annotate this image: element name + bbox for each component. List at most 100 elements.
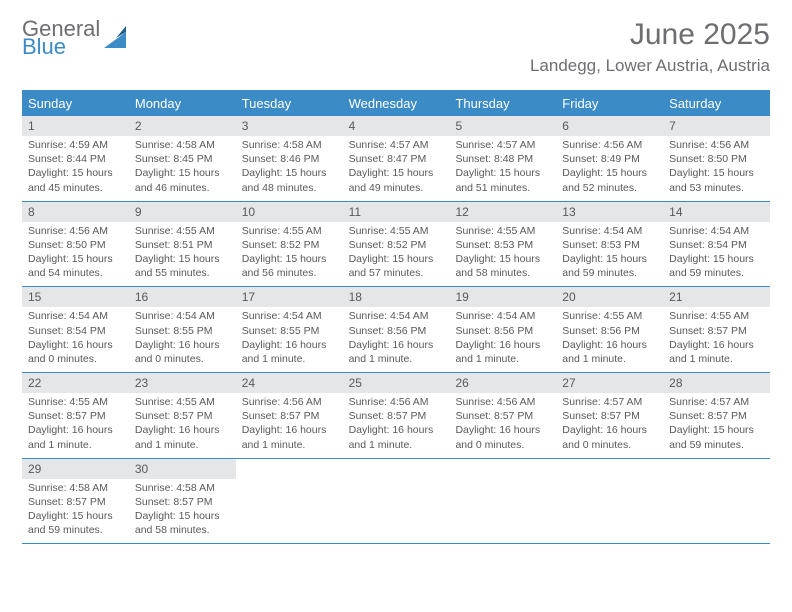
- week-row: 22Sunrise: 4:55 AMSunset: 8:57 PMDayligh…: [22, 373, 770, 459]
- daylight2-text: and 56 minutes.: [242, 266, 337, 280]
- sunset-text: Sunset: 8:53 PM: [455, 238, 550, 252]
- week-row: 1 Sunrise: 4:59 AMSunset: 8:44 PM Daylight…: [22, 116, 770, 202]
- day-header: Tuesday: [236, 92, 343, 116]
- daylight1-text: Daylight: 16 hours: [135, 423, 230, 437]
- daylight1-text: Daylight: 16 hours: [669, 338, 764, 352]
- daylight1-text: Daylight: 15 hours: [28, 509, 123, 523]
- day-details: Sunrise: 4:58 AMSunset: 8:46 PMDaylight:…: [236, 138, 343, 195]
- sunrise-text: Sunrise: 4:59 AM: [28, 138, 123, 152]
- daylight1-text: Daylight: 15 hours: [28, 252, 123, 266]
- day-details: Sunrise: 4:56 AMSunset: 8:57 PMDaylight:…: [236, 395, 343, 452]
- week-row: 8Sunrise: 4:56 AMSunset: 8:50 PMDaylight…: [22, 202, 770, 288]
- day-number: 17: [236, 287, 343, 307]
- sunrise-text: Sunrise: 4:54 AM: [349, 309, 444, 323]
- daylight1-text: Daylight: 16 hours: [28, 423, 123, 437]
- sunset-text: Sunset: 8:56 PM: [455, 324, 550, 338]
- day-cell: 5Sunrise: 4:57 AMSunset: 8:48 PMDaylight…: [449, 116, 556, 201]
- sunset-text: Sunset: 8:50 PM: [28, 238, 123, 252]
- day-number: 19: [449, 287, 556, 307]
- day-cell: 6Sunrise: 4:56 AMSunset: 8:49 PMDaylight…: [556, 116, 663, 201]
- day-cell: 20Sunrise: 4:55 AMSunset: 8:56 PMDayligh…: [556, 287, 663, 372]
- daylight2-text: and 1 minute.: [349, 438, 444, 452]
- day-details: Sunrise: 4:58 AMSunset: 8:57 PMDaylight:…: [22, 481, 129, 538]
- daylight1-text: Daylight: 15 hours: [669, 166, 764, 180]
- day-cell: 13Sunrise: 4:54 AMSunset: 8:53 PMDayligh…: [556, 202, 663, 287]
- sunset-text: Sunset: 8:52 PM: [242, 238, 337, 252]
- daylight2-text: and 1 minute.: [455, 352, 550, 366]
- daylight2-text: and 1 minute.: [669, 352, 764, 366]
- daylight2-text: and 59 minutes.: [669, 438, 764, 452]
- day-number: [343, 459, 450, 465]
- day-number: 10: [236, 202, 343, 222]
- day-number: 18: [343, 287, 450, 307]
- day-cell: 25Sunrise: 4:56 AMSunset: 8:57 PMDayligh…: [343, 373, 450, 458]
- day-cell: 19Sunrise: 4:54 AMSunset: 8:56 PMDayligh…: [449, 287, 556, 372]
- day-number: 26: [449, 373, 556, 393]
- daylight2-text: and 57 minutes.: [349, 266, 444, 280]
- week-row: 15Sunrise: 4:54 AMSunset: 8:54 PMDayligh…: [22, 287, 770, 373]
- daylight2-text: and 1 minute.: [135, 438, 230, 452]
- daylight1-text: Daylight: 16 hours: [562, 338, 657, 352]
- daylight2-text: and 58 minutes.: [135, 523, 230, 537]
- sunrise-text: Sunrise: 4:56 AM: [242, 395, 337, 409]
- day-details: Sunrise: 4:57 AMSunset: 8:57 PMDaylight:…: [663, 395, 770, 452]
- day-cell: 7 Sunrise: 4:56 AMSunset: 8:50 PMDaylight…: [663, 116, 770, 201]
- day-cell: 27Sunrise: 4:57 AMSunset: 8:57 PMDayligh…: [556, 373, 663, 458]
- sunrise-text: Sunrise: 4:55 AM: [669, 309, 764, 323]
- daylight1-text: Daylight: 15 hours: [669, 252, 764, 266]
- day-details: Sunrise: 4:55 AMSunset: 8:52 PMDaylight:…: [236, 224, 343, 281]
- day-details: Sunrise: 4:55 AMSunset: 8:53 PMDaylight:…: [449, 224, 556, 281]
- day-details: Sunrise: 4:54 AMSunset: 8:54 PMDaylight:…: [22, 309, 129, 366]
- logo: General Blue: [22, 18, 130, 58]
- sunset-text: Sunset: 8:50 PM: [669, 152, 764, 166]
- daylight1-text: Daylight: 15 hours: [562, 252, 657, 266]
- title-block: June 2025 Landegg, Lower Austria, Austri…: [530, 18, 770, 76]
- daylight2-text: and 0 minutes.: [455, 438, 550, 452]
- daylight2-text: and 1 minute.: [349, 352, 444, 366]
- day-cell: 12Sunrise: 4:55 AMSunset: 8:53 PMDayligh…: [449, 202, 556, 287]
- day-header: Sunday: [22, 92, 129, 116]
- sunset-text: Sunset: 8:44 PM: [28, 152, 123, 166]
- sunrise-text: Sunrise: 4:55 AM: [455, 224, 550, 238]
- sunset-text: Sunset: 8:55 PM: [135, 324, 230, 338]
- day-details: Sunrise: 4:55 AMSunset: 8:56 PMDaylight:…: [556, 309, 663, 366]
- daylight2-text: and 0 minutes.: [28, 352, 123, 366]
- sunrise-text: Sunrise: 4:57 AM: [349, 138, 444, 152]
- sunset-text: Sunset: 8:45 PM: [135, 152, 230, 166]
- daylight1-text: Daylight: 15 hours: [455, 252, 550, 266]
- sunrise-text: Sunrise: 4:56 AM: [349, 395, 444, 409]
- sunrise-text: Sunrise: 4:55 AM: [135, 395, 230, 409]
- day-number: [449, 459, 556, 465]
- day-cell: 3Sunrise: 4:58 AMSunset: 8:46 PMDaylight…: [236, 116, 343, 201]
- day-details: Sunrise: 4:55 AMSunset: 8:57 PMDaylight:…: [663, 309, 770, 366]
- sunrise-text: Sunrise: 4:54 AM: [135, 309, 230, 323]
- day-details: Sunrise: 4:54 AMSunset: 8:54 PMDaylight:…: [663, 224, 770, 281]
- day-number: 20: [556, 287, 663, 307]
- sunset-text: Sunset: 8:57 PM: [349, 409, 444, 423]
- daylight2-text: and 45 minutes.: [28, 181, 123, 195]
- day-details: Sunrise: 4:56 AMSunset: 8:50 PMDaylight:…: [22, 224, 129, 281]
- sunrise-text: Sunrise: 4:55 AM: [242, 224, 337, 238]
- day-cell: [343, 459, 450, 544]
- sunrise-text: Sunrise: 4:55 AM: [28, 395, 123, 409]
- day-details: Sunrise: 4:56 AMSunset: 8:57 PMDaylight:…: [449, 395, 556, 452]
- day-number: 6: [556, 116, 663, 136]
- sunrise-text: Sunrise: 4:56 AM: [28, 224, 123, 238]
- day-number: 1: [22, 116, 129, 136]
- sunset-text: Sunset: 8:54 PM: [28, 324, 123, 338]
- sunrise-text: Sunrise: 4:58 AM: [135, 481, 230, 495]
- sunset-text: Sunset: 8:57 PM: [669, 409, 764, 423]
- day-header: Thursday: [449, 92, 556, 116]
- day-header: Wednesday: [343, 92, 450, 116]
- day-number: 13: [556, 202, 663, 222]
- day-number: 8: [22, 202, 129, 222]
- day-number: 23: [129, 373, 236, 393]
- sunrise-text: Sunrise: 4:56 AM: [562, 138, 657, 152]
- day-number: 7: [663, 116, 770, 136]
- daylight2-text: and 49 minutes.: [349, 181, 444, 195]
- day-cell: 11Sunrise: 4:55 AMSunset: 8:52 PMDayligh…: [343, 202, 450, 287]
- day-cell: 21Sunrise: 4:55 AMSunset: 8:57 PMDayligh…: [663, 287, 770, 372]
- sunrise-text: Sunrise: 4:56 AM: [669, 138, 764, 152]
- sunrise-text: Sunrise: 4:58 AM: [28, 481, 123, 495]
- day-number: [236, 459, 343, 465]
